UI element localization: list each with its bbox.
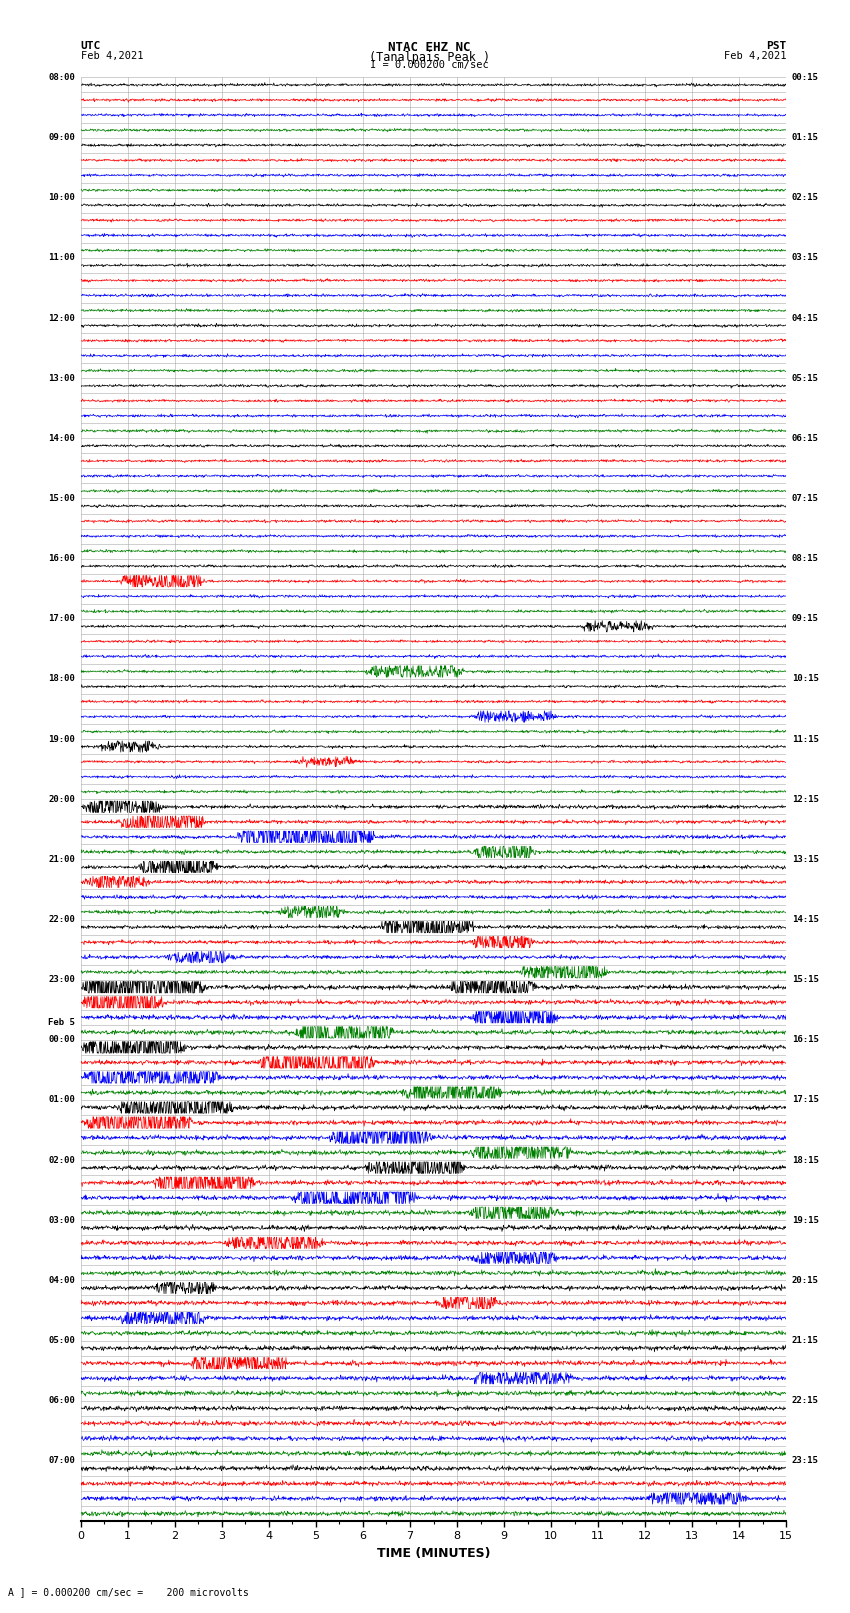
Text: 05:15: 05:15 [792, 374, 819, 382]
Text: 07:00: 07:00 [48, 1457, 75, 1465]
Text: 16:00: 16:00 [48, 555, 75, 563]
Text: 01:00: 01:00 [48, 1095, 75, 1105]
Text: 00:00: 00:00 [48, 1036, 75, 1044]
Text: 00:15: 00:15 [792, 73, 819, 82]
Text: (Tanalpais Peak ): (Tanalpais Peak ) [369, 50, 490, 65]
Text: 08:00: 08:00 [48, 73, 75, 82]
Text: 05:00: 05:00 [48, 1336, 75, 1345]
Text: Feb 4,2021: Feb 4,2021 [723, 50, 786, 61]
Text: 02:00: 02:00 [48, 1155, 75, 1165]
Text: Feb 4,2021: Feb 4,2021 [81, 50, 144, 61]
Text: 15:00: 15:00 [48, 494, 75, 503]
Text: 09:00: 09:00 [48, 134, 75, 142]
Text: 21:15: 21:15 [792, 1336, 819, 1345]
Text: A ] = 0.000200 cm/sec =    200 microvolts: A ] = 0.000200 cm/sec = 200 microvolts [8, 1587, 249, 1597]
Text: 12:00: 12:00 [48, 313, 75, 323]
Text: 22:00: 22:00 [48, 915, 75, 924]
Text: 10:00: 10:00 [48, 194, 75, 202]
Text: I = 0.000200 cm/sec: I = 0.000200 cm/sec [370, 60, 489, 71]
Text: 12:15: 12:15 [792, 795, 819, 803]
Text: 06:15: 06:15 [792, 434, 819, 444]
Text: 03:00: 03:00 [48, 1216, 75, 1224]
Text: Feb 5: Feb 5 [48, 1018, 75, 1027]
Text: NTAC EHZ NC: NTAC EHZ NC [388, 40, 471, 55]
Text: 21:00: 21:00 [48, 855, 75, 865]
Text: 15:15: 15:15 [792, 976, 819, 984]
Text: 16:15: 16:15 [792, 1036, 819, 1044]
Text: 01:15: 01:15 [792, 134, 819, 142]
Text: 19:00: 19:00 [48, 734, 75, 744]
Text: 14:00: 14:00 [48, 434, 75, 444]
Text: 18:00: 18:00 [48, 674, 75, 684]
Text: 02:15: 02:15 [792, 194, 819, 202]
Text: 17:15: 17:15 [792, 1095, 819, 1105]
X-axis label: TIME (MINUTES): TIME (MINUTES) [377, 1547, 490, 1560]
Text: 17:00: 17:00 [48, 615, 75, 623]
Text: 09:15: 09:15 [792, 615, 819, 623]
Text: 08:15: 08:15 [792, 555, 819, 563]
Text: 14:15: 14:15 [792, 915, 819, 924]
Text: 22:15: 22:15 [792, 1397, 819, 1405]
Text: 04:15: 04:15 [792, 313, 819, 323]
Text: 11:15: 11:15 [792, 734, 819, 744]
Text: 20:00: 20:00 [48, 795, 75, 803]
Text: 11:00: 11:00 [48, 253, 75, 263]
Text: 13:15: 13:15 [792, 855, 819, 865]
Text: 19:15: 19:15 [792, 1216, 819, 1224]
Text: PST: PST [766, 40, 786, 52]
Text: 13:00: 13:00 [48, 374, 75, 382]
Text: 20:15: 20:15 [792, 1276, 819, 1286]
Text: 23:00: 23:00 [48, 976, 75, 984]
Text: UTC: UTC [81, 40, 101, 52]
Text: 10:15: 10:15 [792, 674, 819, 684]
Text: 04:00: 04:00 [48, 1276, 75, 1286]
Text: 06:00: 06:00 [48, 1397, 75, 1405]
Text: 23:15: 23:15 [792, 1457, 819, 1465]
Text: 07:15: 07:15 [792, 494, 819, 503]
Text: 18:15: 18:15 [792, 1155, 819, 1165]
Text: 03:15: 03:15 [792, 253, 819, 263]
